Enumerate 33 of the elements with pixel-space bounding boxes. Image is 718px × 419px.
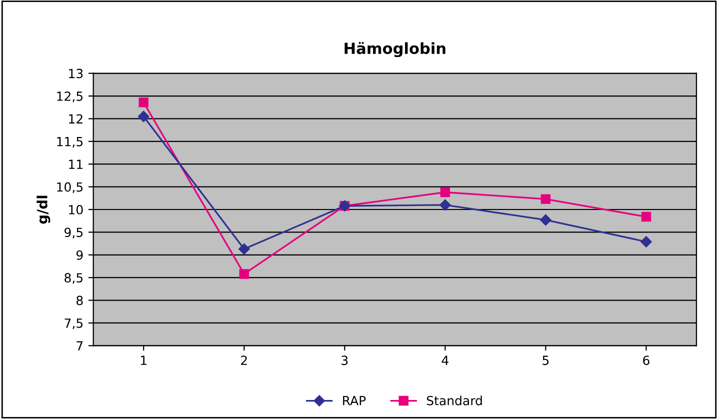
y-tick-label: 13 bbox=[69, 68, 83, 78]
point bbox=[540, 214, 552, 226]
y-tick-label: 11 bbox=[69, 160, 82, 169]
point bbox=[640, 236, 652, 248]
y-tick-label: 10 bbox=[69, 204, 83, 214]
y-tick-label: 11,5 bbox=[57, 137, 83, 148]
point bbox=[540, 194, 551, 204]
y-axis-title: g/dl bbox=[36, 196, 50, 224]
y-tick-label: 7 bbox=[76, 341, 83, 350]
x-tick-label: 6 bbox=[643, 356, 650, 366]
y-tick-label: 10,5 bbox=[57, 182, 83, 194]
chart-title: Hämoglobin bbox=[344, 42, 446, 58]
point bbox=[641, 212, 652, 222]
y-tick-label: 7,5 bbox=[64, 318, 83, 330]
y-tick-label: 8,5 bbox=[64, 273, 83, 284]
point bbox=[239, 269, 249, 279]
legend-label: Standard bbox=[426, 396, 482, 406]
y-tick-label: 9 bbox=[76, 250, 83, 260]
x-tick-label: 1 bbox=[140, 356, 146, 365]
x-tick-label: 3 bbox=[342, 356, 348, 366]
point bbox=[238, 243, 250, 255]
x-tick-label: 2 bbox=[241, 356, 247, 365]
x-tick-label: 4 bbox=[442, 356, 448, 365]
point bbox=[440, 199, 451, 211]
y-tick-label: 8 bbox=[76, 296, 83, 306]
y-tick-label: 12 bbox=[69, 114, 82, 124]
x-tick-label: 5 bbox=[542, 356, 549, 366]
point bbox=[440, 187, 450, 198]
y-tick-label: 12,5 bbox=[57, 91, 83, 102]
legend-label: RAP bbox=[343, 396, 366, 406]
point bbox=[138, 98, 148, 108]
y-tick-label: 9,5 bbox=[64, 228, 83, 238]
point bbox=[138, 110, 150, 122]
